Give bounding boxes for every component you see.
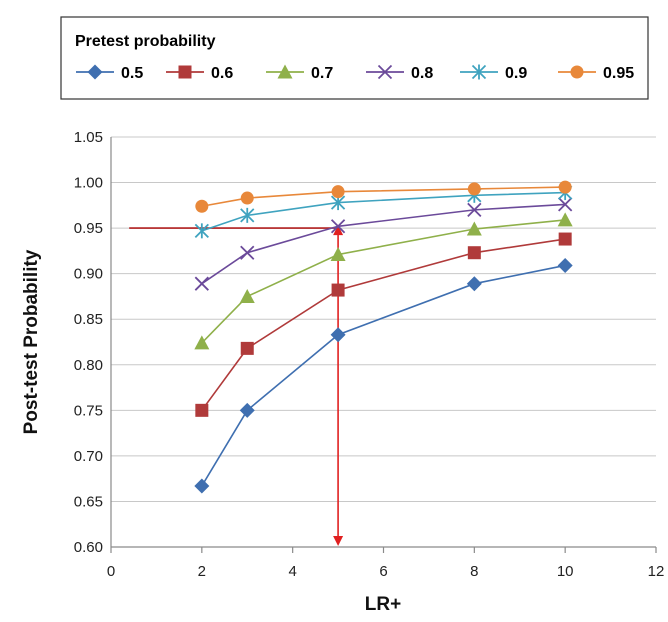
series-0-point-2: [330, 327, 346, 343]
x-tick-label-4: 8: [470, 563, 478, 580]
y-tick-label-8: 1.00: [74, 175, 103, 192]
legend-marker-1: [178, 65, 192, 79]
x-axis-title: LR+: [365, 594, 401, 615]
legend-marker-0: [87, 64, 103, 80]
series-5-point-2: [331, 185, 345, 199]
legend-marker-3: [377, 64, 393, 80]
series-line-0: [201, 264, 566, 487]
legend-label-0: 0.5: [121, 65, 143, 82]
series-5-point-0: [195, 199, 209, 213]
series-0-point-4: [557, 257, 573, 273]
series-1-point-4: [558, 232, 572, 246]
series-5-point-4: [558, 180, 572, 194]
series-3-point-1: [240, 245, 255, 260]
series-2-point-0: [194, 335, 210, 350]
series-1-point-0: [195, 403, 209, 417]
series-3-point-4-stroke-b: [558, 197, 573, 212]
series-3-point-2: [330, 219, 346, 234]
x-tick-label-2: 4: [288, 563, 296, 580]
series-2-point-1: [239, 288, 255, 303]
y-tick-label-5: 0.85: [74, 311, 103, 328]
y-tick-label-6: 0.90: [74, 266, 103, 283]
series-line-3: [201, 203, 566, 285]
series-4-point-1: [240, 207, 255, 223]
series-3-point-1-stroke-b: [240, 245, 255, 260]
series-3-point-0-stroke-b: [194, 276, 209, 291]
legend-marker-5: [570, 65, 584, 79]
series-2-point-3: [466, 221, 482, 236]
series: [194, 180, 573, 494]
x-tick-label-3: 6: [379, 563, 387, 580]
series-0-point-3: [466, 276, 482, 292]
series-3-point-0: [194, 276, 209, 291]
annotation-arrow-down: [333, 536, 344, 546]
series-1-point-3: [467, 246, 481, 260]
series-line-1: [201, 238, 566, 411]
series-0-point-1: [239, 402, 255, 418]
grid: [111, 136, 656, 502]
y-tick-label-3: 0.75: [74, 402, 103, 419]
legend-items: 0.5 0.6 0.7 0.8 0.9 0.95: [76, 64, 634, 82]
legend-marker-2: [277, 64, 293, 79]
legend-title: Pretest probability: [75, 33, 216, 50]
x-tick-label-5: 10: [557, 563, 574, 580]
series-1-point-1: [240, 341, 254, 355]
annotation-arrow-up: [333, 225, 344, 236]
series-5-point-1: [240, 191, 254, 205]
legend: Pretest probability 0.5 0.6 0.7 0.8 0.9 0.95: [60, 16, 649, 100]
y-tick-label-2: 0.70: [74, 448, 103, 465]
x-tick-label-0: 0: [107, 563, 115, 580]
series-3-point-3-stroke-b: [467, 202, 482, 218]
legend-box: [60, 16, 649, 100]
legend-label-2: 0.7: [311, 65, 333, 82]
series-3-point-2-stroke-b: [330, 219, 346, 234]
axes: 0.60 0.65 0.70 0.75 0.80 0.85 0.90 0.95 1.00 1.05…: [74, 129, 665, 580]
series-5-point-3: [467, 182, 481, 196]
series-2-point-4: [557, 212, 573, 227]
y-tick-label-9: 1.05: [74, 129, 103, 146]
legend-label-3: 0.8: [411, 65, 433, 82]
legend-label-1: 0.6: [211, 65, 233, 82]
series-line-2: [201, 219, 566, 344]
y-axis-title: Post-test Probability: [21, 249, 42, 434]
y-tick-label-4: 0.80: [74, 357, 103, 374]
series-3-point-4: [558, 197, 573, 212]
y-tick-label-0: 0.60: [74, 539, 103, 556]
legend-marker-4: [471, 64, 487, 80]
series-2-point-2: [330, 247, 346, 262]
series-3-point-3: [467, 202, 482, 218]
legend-marker-3-stroke-b: [377, 64, 393, 80]
series-line-5: [201, 186, 566, 208]
legend-label-4: 0.9: [505, 65, 527, 82]
series-4-point-0: [194, 223, 209, 239]
x-tick-label-6: 12: [648, 563, 665, 580]
series-1-point-2: [331, 283, 345, 297]
y-tick-label-1: 0.65: [74, 493, 103, 510]
x-tick-label-1: 2: [198, 563, 206, 580]
series-0-point-0: [194, 478, 210, 494]
y-tick-label-7: 0.95: [74, 220, 103, 237]
legend-label-5: 0.95: [603, 65, 634, 82]
